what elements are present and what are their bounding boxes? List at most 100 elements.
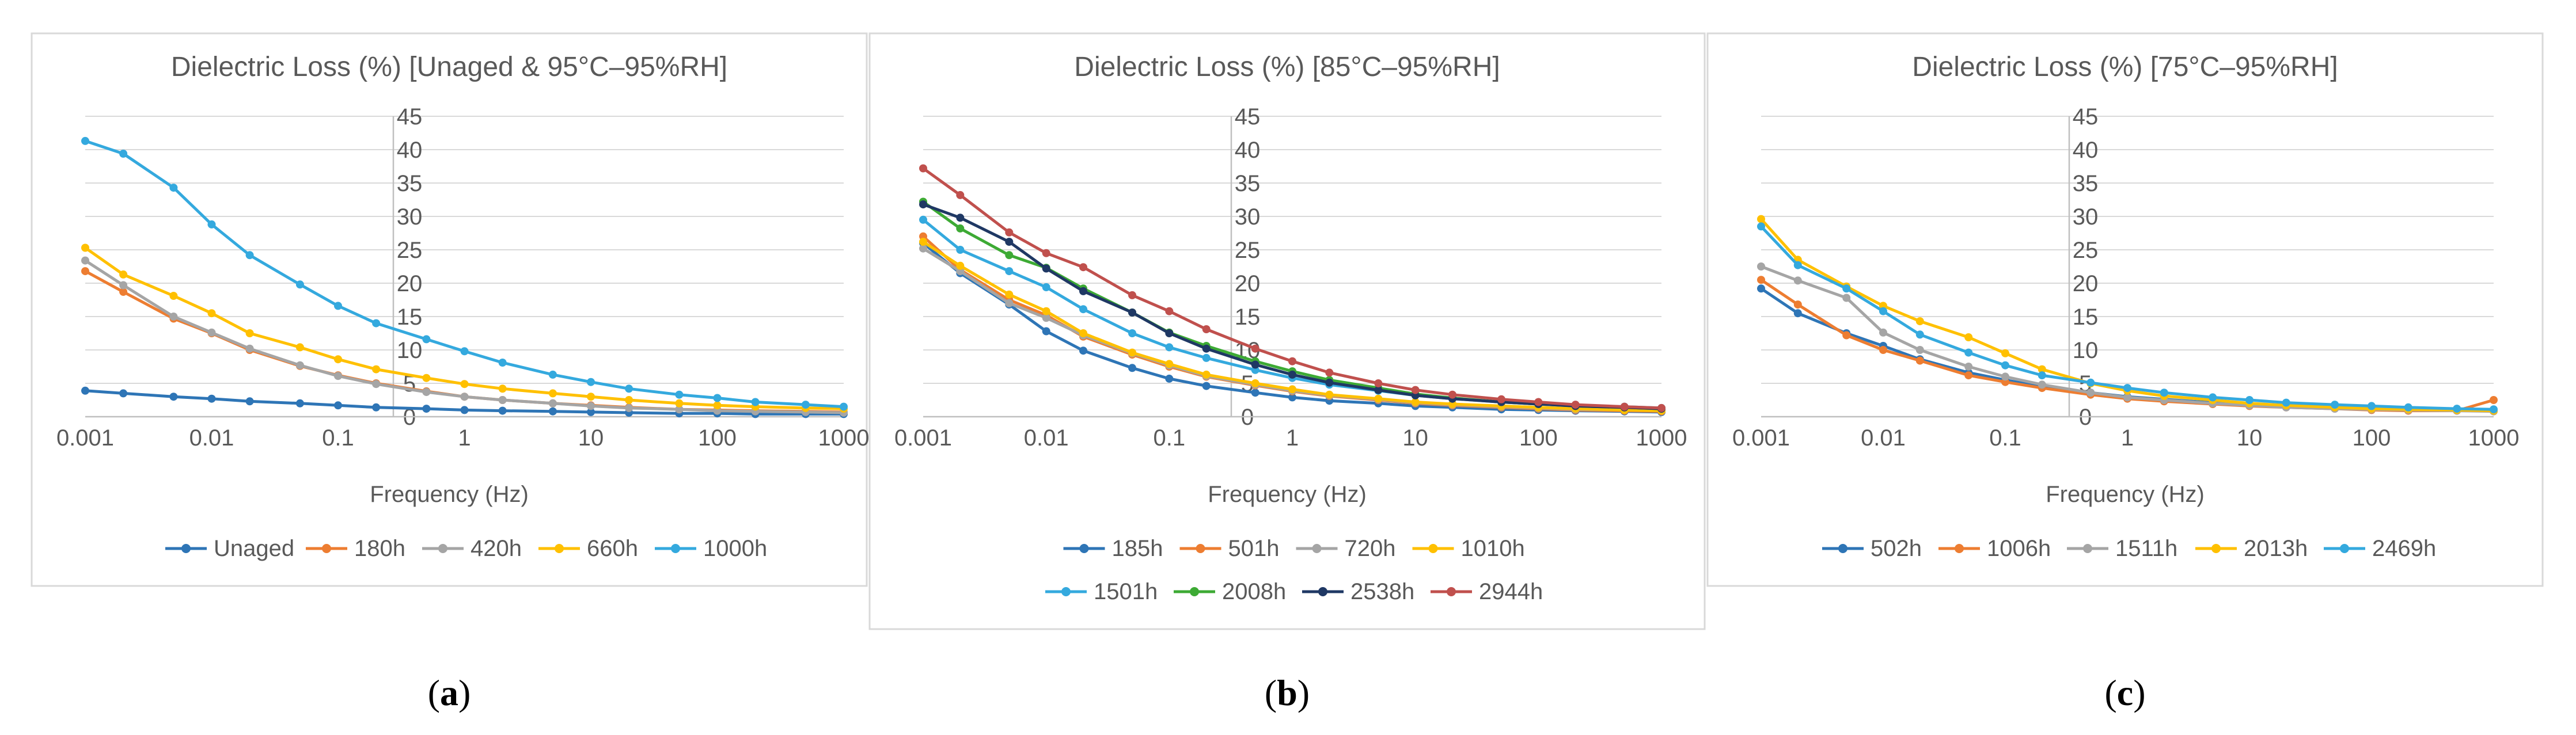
panel-a-point-Unaged-2 (169, 393, 178, 401)
panel-a-point-1000h-15 (713, 394, 722, 402)
panel-c-point-2469h-15 (2368, 402, 2376, 410)
panel-c-point-2469h-10 (2160, 389, 2168, 397)
panel-b-x-tick-0.1: 0.1 (1154, 425, 1186, 451)
panel-a-point-Unaged-11 (548, 407, 557, 416)
panel-c-point-1511h-4 (1915, 346, 1924, 354)
panel-a-x-ticks: 0.001 0.01 0.1 1 10 100 1000 (56, 425, 870, 451)
caption-a-letter: a (440, 672, 458, 713)
panel-b-legend-marker-2944h (1447, 587, 1456, 596)
panel-c-y-tick-30: 30 (2073, 204, 2099, 230)
panel-a-point-660h-14 (675, 399, 684, 408)
panel-b-point-2538h-1 (956, 214, 965, 222)
panel-a-point-1000h-0 (81, 136, 89, 145)
panel-a-point-Unaged-7 (372, 403, 381, 412)
panel-b-point-2538h-3 (1042, 264, 1050, 273)
panel-b-point-2538h-4 (1079, 287, 1087, 295)
panel-b-point-1010h-11 (1374, 394, 1383, 403)
panel-b-legend-marker-501h (1196, 544, 1205, 553)
panel-c-point-1511h-6 (2001, 372, 2009, 381)
panel-a-y-tick-15: 15 (397, 304, 423, 330)
panel-b-x-tick-10: 10 (1402, 425, 1428, 451)
panel-a-point-1000h-17 (801, 401, 810, 409)
panel-a-point-Unaged-3 (207, 394, 216, 403)
panel-a-point-Unaged-4 (245, 397, 254, 406)
panel-c-point-1511h-8 (2086, 389, 2095, 397)
panel-b-point-2538h-2 (1005, 238, 1014, 246)
panel-b-legend-marker-1010h (1428, 544, 1438, 553)
panel-c-point-2469h-2 (1842, 284, 1851, 293)
panel-b-title: Dielectric Loss (%) [85°C–95%RH] (1074, 52, 1500, 82)
panel-a-y-tick-40: 40 (397, 138, 423, 163)
panel-c-legend-marker-1511h (2083, 544, 2092, 553)
panel-b-point-2944h-10 (1325, 368, 1334, 377)
panel-b-point-2944h-4 (1079, 263, 1087, 272)
panel-b-x-tick-1000: 1000 (1636, 425, 1687, 451)
panel-a-point-420h-8 (422, 388, 431, 397)
panel-b-point-2944h-0 (919, 164, 927, 173)
panel-b-point-1010h-2 (1005, 290, 1014, 299)
panel-c-point-502h-1 (1793, 309, 1802, 318)
panel-a-point-420h-6 (334, 372, 342, 380)
caption-b: (b) (1265, 672, 1310, 713)
panel-a-x-tick-1000: 1000 (818, 425, 870, 451)
panel-c: Dielectric Loss (%) [75°C–95%RH] 0510152… (1706, 32, 2544, 587)
panel-a-point-1000h-9 (460, 347, 469, 356)
panel-b-point-1010h-9 (1288, 385, 1296, 394)
panel-b-point-2944h-2 (1005, 228, 1014, 237)
panel-b-x-ticks: 0.001 0.01 0.1 1 10 100 1000 (894, 425, 1687, 451)
panel-a-point-420h-10 (498, 396, 507, 404)
panel-b-legend-label-2538h: 2538h (1350, 579, 1414, 604)
panel-c-point-2469h-1 (1793, 261, 1802, 269)
panel-b-point-1501h-1 (956, 246, 965, 254)
panel-b-point-2538h-0 (919, 200, 927, 209)
panel-b-point-1010h-1 (956, 261, 965, 270)
panel-c-point-1511h-3 (1879, 328, 1887, 337)
panel-c-legend-marker-2013h (2211, 544, 2221, 553)
panel-a-y-tick-30: 30 (397, 204, 423, 230)
panel-a-point-1000h-3 (207, 220, 216, 229)
panel-b-point-185h-3 (1042, 327, 1050, 336)
panel-a-y-tick-25: 25 (397, 238, 423, 263)
panel-a-legend-label-420h: 420h (471, 536, 522, 561)
panel-b-point-2944h-14 (1497, 395, 1505, 403)
panel-b-point-720h-0 (919, 244, 927, 253)
panel-a-frame (31, 32, 868, 587)
panel-a-point-420h-7 (372, 380, 381, 389)
panel-a-point-420h-4 (245, 344, 254, 353)
panel-b-legend-label-1010h: 1010h (1461, 536, 1525, 561)
panel-b-point-1501h-0 (919, 215, 927, 224)
caption-a: (a) (428, 672, 471, 713)
caption-c: (c) (2104, 672, 2145, 713)
panel-c-point-2469h-5 (1964, 348, 1973, 357)
panel-b-point-2944h-12 (1411, 386, 1420, 394)
panel-b-point-1010h-10 (1325, 390, 1334, 399)
panel-a-point-1000h-12 (587, 378, 595, 386)
panel-b-point-720h-2 (1005, 299, 1014, 307)
panel-a-point-1000h-6 (334, 302, 342, 310)
panel-c-point-2469h-9 (2123, 384, 2131, 393)
panel-b-y-tick-30: 30 (1235, 204, 1261, 230)
panel-a-point-Unaged-9 (460, 406, 469, 414)
panel-c-legend-marker-2469h (2340, 544, 2349, 553)
panel-b-x-tick-100: 100 (1519, 425, 1558, 451)
panel-b-point-185h-9 (1288, 393, 1296, 402)
panel-c-point-2469h-18 (2490, 405, 2498, 414)
panel-a-point-660h-13 (625, 396, 633, 404)
panel-b-legend-marker-720h (1312, 544, 1322, 553)
panel-b-point-2538h-10 (1325, 378, 1334, 387)
panel-b-legend-label-501h: 501h (1228, 536, 1280, 561)
panel-c-point-1511h-1 (1793, 276, 1802, 285)
panel-a-point-1000h-16 (751, 398, 760, 406)
panel-a-point-660h-12 (587, 393, 595, 401)
panel-b-point-2538h-7 (1202, 344, 1211, 353)
panel-b-point-2944h-6 (1165, 307, 1174, 315)
panel-b-point-2538h-8 (1251, 360, 1259, 369)
panel-b-plot-area (919, 164, 1666, 416)
panel-b-legend-marker-1501h (1061, 587, 1071, 596)
panel-b-point-720h-3 (1042, 314, 1050, 322)
panel-b-point-2538h-6 (1165, 329, 1174, 337)
panel-b-point-185h-8 (1251, 389, 1259, 397)
panel-a-point-420h-0 (81, 256, 89, 265)
